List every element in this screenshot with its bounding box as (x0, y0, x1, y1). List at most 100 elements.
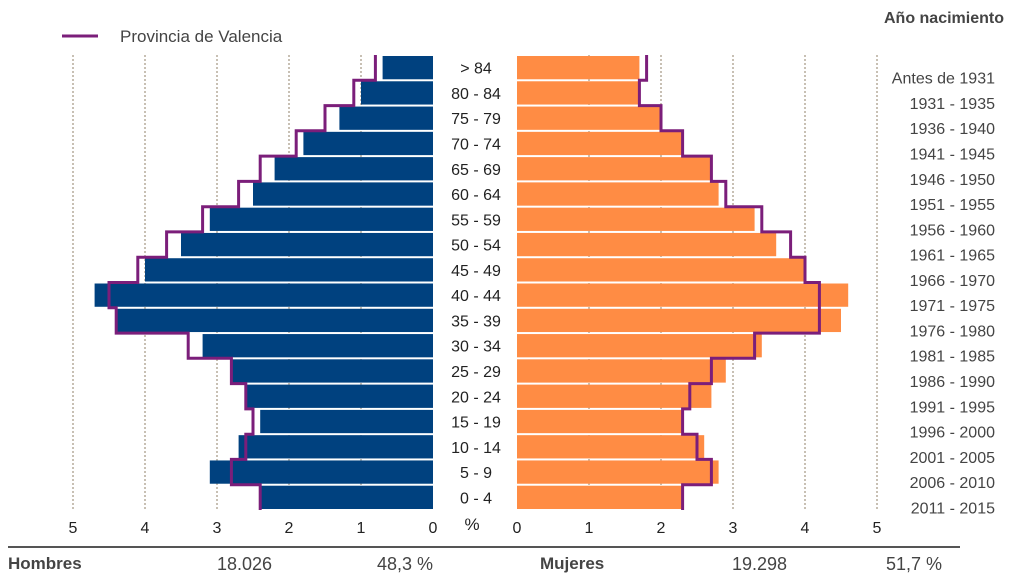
birth-year-label: 1966 - 1970 (910, 273, 996, 290)
outline-men (107, 55, 377, 510)
birth-year-label: 1931 - 1935 (910, 96, 996, 113)
totals-row: Hombres 18.026 48,3 % Mujeres 19.298 51,… (8, 546, 960, 574)
women-count: 19.298 (732, 554, 787, 574)
legend: Provincia de Valencia (62, 27, 283, 46)
bar-men (209, 460, 433, 484)
age-group-label: 75 - 79 (451, 111, 501, 128)
bar-men (274, 157, 433, 181)
age-group-label: 65 - 69 (451, 162, 501, 179)
bar-women (517, 409, 683, 434)
age-group-label: 5 - 9 (460, 465, 492, 482)
age-group-labels: > 84 80 - 84 75 - 79 70 - 74 65 - 69 60 - 64 5… (451, 61, 501, 508)
birth-year-label: 1956 - 1960 (910, 222, 996, 239)
bar-men (94, 283, 433, 307)
bar-women (517, 258, 805, 282)
x-tick-label-right: 3 (729, 520, 738, 537)
birth-year-label: 1971 - 1975 (910, 298, 996, 315)
outline-women (637, 55, 821, 510)
birth-year-labels: Antes de 1931 1931 - 1935 1936 - 1940 1941 … (892, 71, 995, 518)
age-group-label: 25 - 29 (451, 364, 501, 381)
birth-year-label: Antes de 1931 (892, 71, 995, 88)
reference-outlines (107, 55, 821, 510)
men-label: Hombres (8, 554, 82, 573)
age-group-label: 55 - 59 (451, 212, 501, 229)
bar-women (517, 334, 762, 358)
bar-women (517, 56, 640, 80)
birth-year-label: 2001 - 2005 (910, 450, 996, 467)
birth-year-label: 2011 - 2015 (911, 500, 995, 517)
bar-women (517, 359, 726, 383)
bar-women (517, 435, 705, 459)
birth-year-label: 2006 - 2010 (910, 475, 996, 492)
birth-year-label: 1961 - 1965 (910, 248, 996, 265)
bar-men (245, 384, 433, 408)
legend-label: Provincia de Valencia (120, 27, 283, 46)
age-group-label: > 84 (460, 61, 492, 78)
bar-men (116, 308, 433, 333)
bar-men (260, 409, 433, 434)
bar-men (209, 207, 433, 231)
bar-women (517, 81, 640, 105)
bar-women (517, 232, 777, 257)
bar-men (238, 435, 433, 459)
bars (94, 56, 849, 509)
age-group-label: 15 - 19 (451, 415, 501, 432)
women-label: Mujeres (540, 554, 604, 573)
bar-men (145, 258, 433, 282)
bar-women (517, 384, 712, 408)
birth-year-label: 1981 - 1985 (910, 349, 996, 366)
x-tick-label-left: 3 (213, 520, 222, 537)
x-tick-label-left: 5 (69, 520, 78, 537)
bar-women (517, 207, 755, 231)
bar-men (361, 81, 433, 105)
birth-year-label: 1976 - 1980 (910, 323, 996, 340)
age-group-label: 10 - 14 (451, 440, 501, 457)
women-percent: 51,7 % (886, 554, 942, 574)
age-group-label: 70 - 74 (451, 136, 501, 153)
men-count: 18.026 (217, 554, 272, 574)
bar-men (382, 56, 433, 80)
x-tick-label-left: 0 (429, 520, 438, 537)
bar-men (231, 359, 433, 383)
age-group-label: 50 - 54 (451, 238, 501, 255)
x-tick-label-left: 1 (357, 520, 366, 537)
x-tick-label-right: 2 (657, 520, 666, 537)
x-tick-label-right: 0 (513, 520, 522, 537)
x-tick-label-right: 1 (585, 520, 594, 537)
bar-men (181, 232, 433, 257)
bar-women (517, 283, 849, 307)
birth-year-title: Año nacimiento (884, 10, 1004, 27)
birth-year-label: 1996 - 2000 (910, 425, 996, 442)
x-tick-label-left: 4 (141, 520, 150, 537)
bar-men (253, 182, 433, 206)
age-group-label: 40 - 44 (451, 288, 501, 305)
age-group-label: 80 - 84 (451, 86, 501, 103)
x-tick-label-right: 5 (873, 520, 882, 537)
x-tick-label-right: 4 (801, 520, 810, 537)
x-tick-labels: 5 4 3 2 1 0 0 1 2 3 4 5 (69, 520, 882, 537)
birth-year-label: 1951 - 1955 (910, 197, 996, 214)
age-group-label: 30 - 34 (451, 339, 501, 356)
bar-women (517, 131, 683, 156)
bar-men (202, 334, 433, 358)
bar-women (517, 106, 661, 130)
birth-year-label: 1986 - 1990 (910, 374, 996, 391)
age-group-label: 35 - 39 (451, 313, 501, 330)
axis-unit-label: % (464, 515, 479, 534)
birth-year-label: 1991 - 1995 (910, 399, 996, 416)
birth-year-label: 1936 - 1940 (910, 121, 996, 138)
bar-women (517, 157, 712, 181)
bar-men (260, 485, 433, 509)
bar-men (339, 106, 433, 130)
age-group-label: 60 - 64 (451, 187, 501, 204)
age-group-label: 0 - 4 (460, 490, 492, 507)
birth-year-label: 1946 - 1950 (910, 172, 996, 189)
x-tick-label-left: 2 (285, 520, 294, 537)
bar-women (517, 182, 719, 206)
age-group-label: 20 - 24 (451, 389, 501, 406)
bar-women (517, 308, 841, 333)
age-group-label: 45 - 49 (451, 263, 501, 280)
bar-women (517, 460, 719, 484)
bar-women (517, 485, 683, 509)
